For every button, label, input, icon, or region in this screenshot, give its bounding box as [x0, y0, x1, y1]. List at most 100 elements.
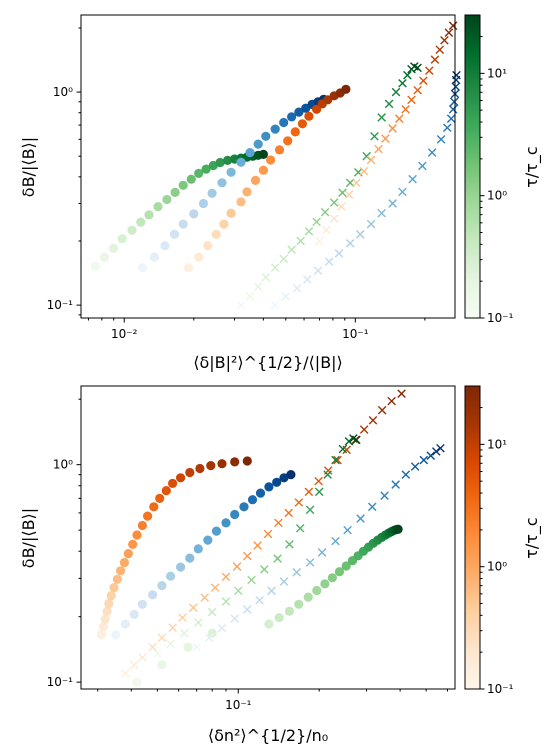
data-point — [127, 225, 137, 235]
data-point — [272, 477, 282, 487]
data-point — [149, 252, 159, 262]
data-point — [180, 628, 189, 638]
data-point — [137, 263, 148, 273]
data-point — [393, 524, 403, 534]
data-point — [261, 131, 271, 141]
data-point — [334, 567, 345, 577]
data-point — [401, 470, 411, 479]
data-point — [304, 487, 314, 497]
data-point — [413, 63, 422, 73]
data-point — [292, 567, 302, 577]
data-point — [109, 583, 119, 593]
data-point — [449, 97, 459, 107]
data-point — [153, 649, 162, 659]
data-point — [401, 105, 410, 114]
data-point — [185, 467, 195, 478]
data-point — [380, 491, 389, 500]
data-point — [436, 443, 445, 453]
data-point — [274, 145, 285, 155]
data-point — [90, 261, 100, 271]
data-point — [295, 523, 305, 533]
data-point — [144, 210, 154, 220]
data-point — [451, 82, 461, 91]
data-point — [294, 599, 304, 609]
data-point — [297, 119, 307, 129]
data-point — [384, 99, 394, 109]
data-point — [230, 457, 240, 467]
data-point — [236, 300, 246, 310]
data-point — [221, 572, 231, 582]
series-3 — [184, 84, 351, 273]
colorbar-tick-label: 10⁻¹ — [487, 682, 514, 696]
data-point — [366, 219, 376, 229]
data-point — [352, 178, 361, 188]
data-point — [206, 461, 216, 471]
data-point — [242, 187, 252, 197]
top-axis-ticks: 10⁻² 10⁻¹ 10⁻¹ 10⁰ — [47, 27, 426, 341]
bottom-panel: 10⁻¹ 10⁻¹ 10⁰ ⟨δn²⟩^{1/2}/n₀ δB/|⟨B⟩| 10⁻¹… — [19, 385, 542, 745]
data-point — [264, 619, 274, 629]
data-point — [359, 425, 369, 434]
colorbar-tick-label: 10¹ — [487, 437, 507, 451]
data-point — [162, 194, 172, 205]
data-point — [193, 618, 203, 627]
data-point — [176, 562, 186, 572]
data-point — [117, 234, 127, 244]
data-point — [148, 590, 158, 600]
data-point — [444, 28, 454, 37]
data-point — [198, 198, 208, 209]
data-point — [398, 187, 407, 197]
data-point — [242, 605, 252, 614]
data-point — [381, 134, 390, 143]
data-point — [96, 630, 107, 640]
data-point — [345, 178, 355, 188]
colorbar-tick-label: 10⁰ — [487, 560, 507, 574]
data-point — [261, 273, 271, 282]
data-point — [304, 227, 314, 236]
data-point — [258, 149, 268, 159]
data-point — [377, 113, 386, 122]
series-5 — [153, 434, 361, 659]
data-point — [138, 653, 147, 662]
data-point — [253, 282, 263, 292]
data-point — [255, 595, 264, 605]
series-3 — [132, 524, 403, 687]
data-point — [168, 478, 178, 488]
colorbar-tick-label: 10⁻¹ — [487, 311, 514, 325]
data-point — [370, 132, 379, 141]
data-point — [201, 164, 211, 174]
data-point — [331, 455, 340, 465]
data-point — [338, 188, 347, 197]
data-point — [98, 622, 108, 632]
top-x-axis-label: ⟨δ|B|²⟩^{1/2}/⟨|B|⟩ — [193, 353, 343, 372]
data-point — [183, 642, 193, 652]
data-point — [305, 505, 315, 515]
data-point — [195, 463, 205, 474]
data-point — [264, 482, 274, 492]
data-point — [258, 165, 268, 175]
data-point — [200, 593, 209, 602]
data-point — [395, 114, 404, 123]
data-point — [221, 518, 231, 528]
data-point — [236, 197, 246, 207]
data-point — [203, 535, 213, 545]
data-point — [408, 174, 417, 184]
data-point — [239, 502, 249, 512]
data-point — [166, 571, 176, 581]
data-point — [119, 557, 129, 568]
data-point — [345, 239, 355, 248]
data-point — [245, 292, 255, 301]
data-point — [157, 581, 167, 591]
data-point — [290, 127, 300, 137]
data-point — [356, 514, 365, 523]
data-point — [284, 606, 294, 616]
data-point — [99, 252, 109, 262]
data-point — [270, 300, 280, 310]
data-point — [329, 214, 339, 223]
data-point — [448, 21, 458, 30]
y-tick-label: 10⁻¹ — [47, 675, 74, 689]
data-point — [331, 536, 340, 546]
data-point — [442, 123, 452, 133]
data-point — [341, 561, 351, 571]
data-point — [285, 540, 294, 549]
